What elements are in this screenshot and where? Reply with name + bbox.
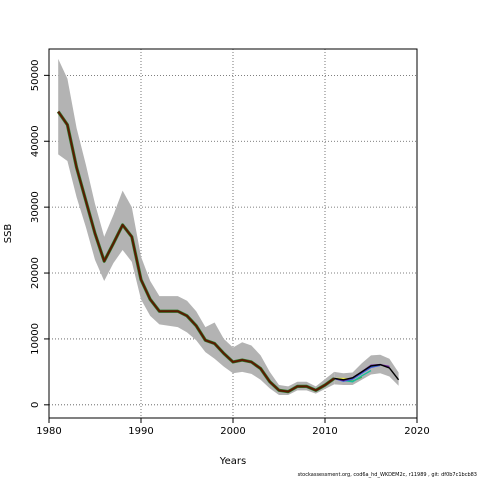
footer-credit: stockassessment.org, cod6a_hd_WKDEM2c, r… [297, 472, 477, 478]
y-tick-label: 40000 [30, 125, 41, 157]
confidence-band [58, 58, 335, 395]
y-tick-label: 30000 [30, 191, 41, 223]
ssb-secondary-line [56, 110, 336, 394]
x-axis-label: Years [219, 456, 246, 467]
x-tick-label: 2010 [312, 426, 337, 437]
retro-peel-line [334, 363, 400, 381]
ssb-main-line [57, 111, 335, 393]
x-tick-label: 1990 [128, 426, 153, 437]
y-tick-label: 10000 [30, 323, 41, 355]
y-tick-label: 0 [30, 402, 41, 408]
y-axis-label: SSB [3, 224, 14, 244]
x-tick-label: 2000 [220, 426, 245, 437]
x-tick-label: 2020 [404, 426, 429, 437]
y-tick-label: 20000 [30, 257, 41, 289]
x-tick-label: 1980 [36, 426, 61, 437]
y-tick-label: 50000 [30, 59, 41, 91]
